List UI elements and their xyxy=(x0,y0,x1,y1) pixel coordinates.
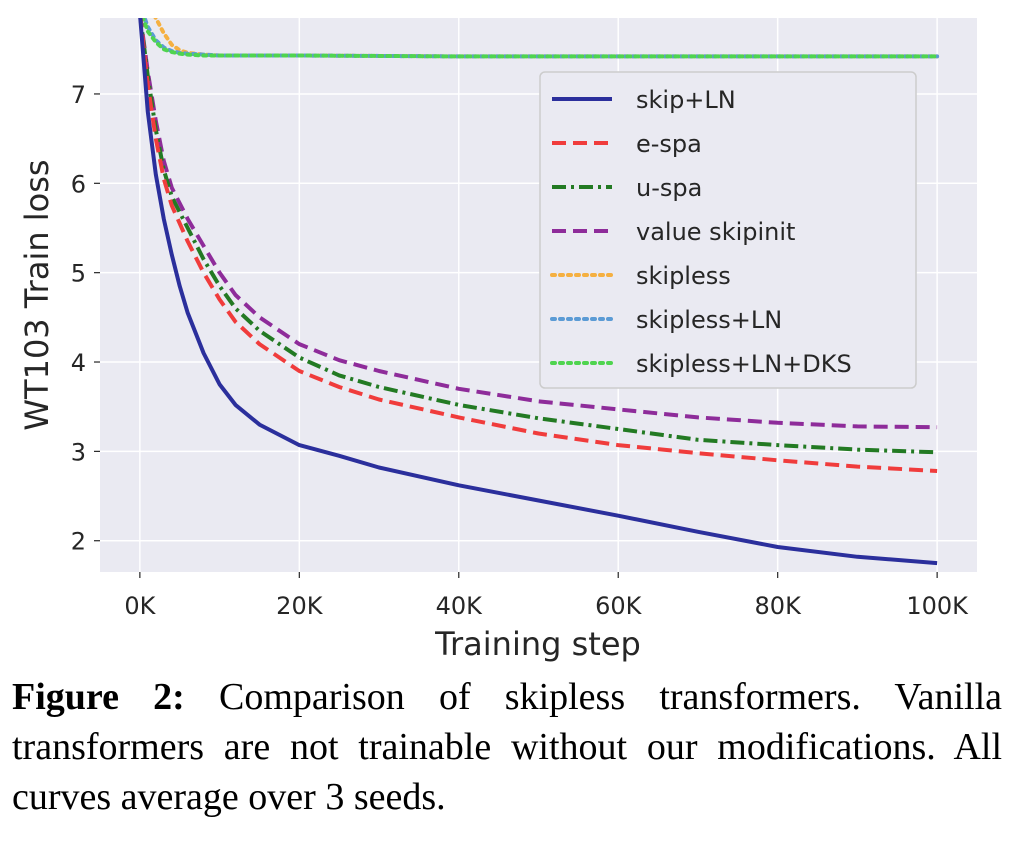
legend-label: u-spa xyxy=(636,174,702,202)
y-tick-label: 7 xyxy=(71,81,86,109)
caption-label: Figure 2: xyxy=(12,676,185,718)
x-tick-label: 80K xyxy=(755,592,803,620)
legend: skip+LN e-spa u-spa value skipinit skipless s… xyxy=(539,71,917,389)
legend-label: skipless+LN+DKS xyxy=(636,350,852,378)
x-tick-label: 60K xyxy=(595,592,643,620)
legend-label: skip+LN xyxy=(636,86,736,114)
x-axis-label: Training step xyxy=(434,625,641,663)
x-tick-label: 20K xyxy=(276,592,324,620)
legend-label: skipless xyxy=(636,262,731,290)
legend-label: value skipinit xyxy=(636,218,795,246)
y-tick-label: 3 xyxy=(71,438,86,466)
figure-caption: Figure 2: Comparison of skipless transfo… xyxy=(12,672,1002,822)
y-axis-label: WT103 Train loss xyxy=(18,159,56,430)
x-tick-label: 0K xyxy=(124,592,156,620)
series-line-e-spa xyxy=(138,18,938,473)
series-lines xyxy=(138,18,940,566)
series-line-skip-ln xyxy=(138,18,938,566)
caption-text: Comparison of skipless transformers. Van… xyxy=(12,676,1002,818)
series-line-skipless-ln-dks xyxy=(140,18,940,59)
y-tick-label: 4 xyxy=(71,349,86,377)
y-tick-label: 5 xyxy=(71,260,86,288)
x-tick-label: 100K xyxy=(906,592,969,620)
legend-label: skipless+LN xyxy=(636,306,782,334)
series-line-value-skipinit xyxy=(138,18,938,430)
legend-label: e-spa xyxy=(636,130,702,158)
x-tick-label: 40K xyxy=(436,592,484,620)
y-ticks: 2 3 4 5 6 7 xyxy=(71,81,100,556)
y-tick-label: 6 xyxy=(71,170,86,198)
x-ticks: 0K 20K 40K 60K 80K 100K xyxy=(124,572,969,620)
series-line-u-spa xyxy=(138,18,938,455)
legend-box xyxy=(539,71,917,389)
y-tick-label: 2 xyxy=(71,528,86,556)
